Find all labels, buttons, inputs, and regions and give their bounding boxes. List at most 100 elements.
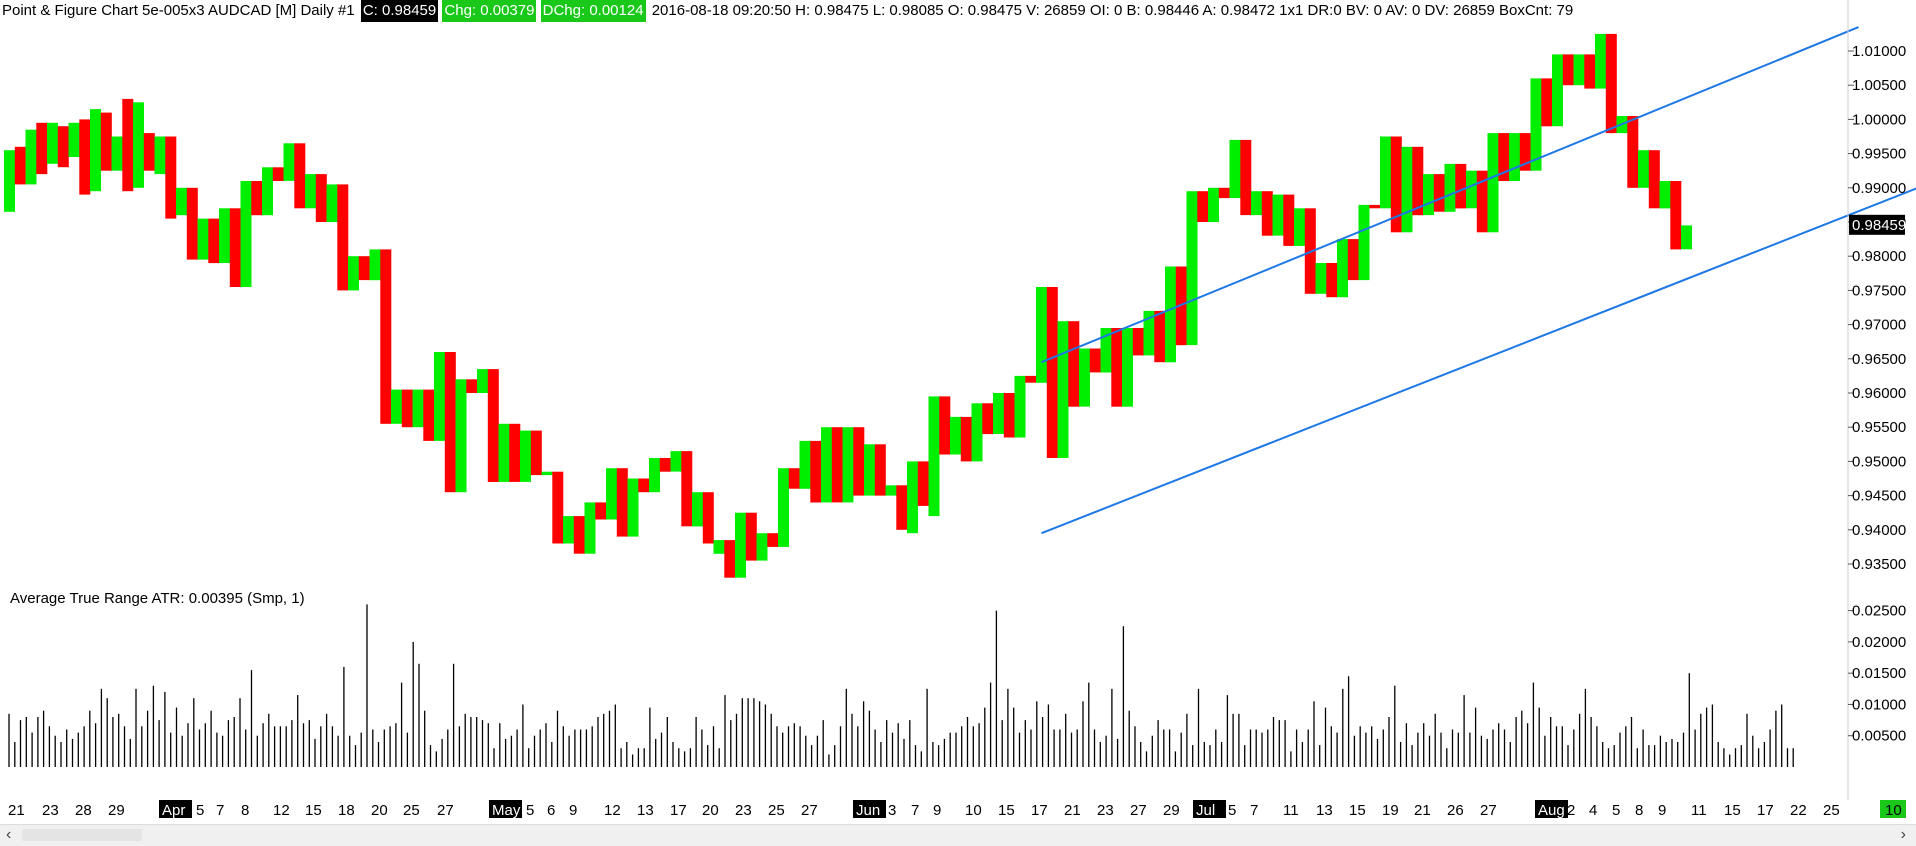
pnf-column-up	[69, 123, 80, 157]
date-label: 25	[403, 802, 420, 819]
pnf-column-down	[595, 502, 606, 519]
pnf-column-up	[155, 137, 166, 175]
date-label: 27	[1480, 802, 1497, 819]
pnf-column-up	[542, 472, 553, 475]
date-label: 10	[965, 802, 982, 819]
pnf-column-up	[327, 184, 338, 222]
pnf-column-up	[692, 492, 703, 526]
pnf-column-up	[1316, 263, 1327, 294]
pnf-column-up	[47, 123, 58, 164]
pnf-column-up	[1660, 181, 1671, 208]
pnf-columns	[4, 34, 1692, 578]
pnf-column-up	[907, 461, 918, 533]
today-label: 10	[1885, 802, 1902, 819]
date-label: 5	[526, 802, 534, 819]
price-tick-label: 0.95000	[1852, 453, 1906, 470]
date-label: 7	[911, 802, 919, 819]
current-price-label: 0.98459	[1852, 217, 1906, 234]
pnf-column-down	[1584, 54, 1595, 88]
price-tick-label: 0.95500	[1852, 419, 1906, 436]
date-label: 29	[1163, 802, 1180, 819]
pnf-column-up	[1251, 191, 1262, 215]
pnf-column-up	[1036, 287, 1047, 383]
date-label: 6	[547, 802, 555, 819]
price-tick-label: 0.94000	[1852, 522, 1906, 539]
pnf-column-down	[1111, 328, 1122, 407]
scroll-right-icon[interactable]: ›	[1901, 826, 1906, 844]
pnf-column-down	[208, 219, 219, 264]
horizontal-scrollbar[interactable]: ‹ ›	[0, 824, 1916, 846]
price-tick-label: 0.96000	[1852, 385, 1906, 402]
pnf-column-down	[1197, 191, 1208, 222]
pnf-column-up	[1552, 54, 1563, 126]
date-label: 28	[75, 802, 92, 819]
pnf-column-down	[746, 513, 757, 561]
date-label: 9	[933, 802, 941, 819]
pnf-column-up	[1402, 147, 1413, 233]
date-label: 22	[1790, 802, 1807, 819]
date-label: 12	[273, 802, 290, 819]
date-label: 21	[1064, 802, 1081, 819]
chart-canvas[interactable]: 1.010001.005001.000000.995000.990000.985…	[0, 0, 1916, 824]
scroll-thumb[interactable]	[22, 829, 142, 841]
date-label: 15	[1349, 802, 1366, 819]
pnf-column-up	[1488, 133, 1499, 232]
date-label: 15	[998, 802, 1015, 819]
pnf-column-down	[1219, 188, 1230, 198]
atr-tick-label: 0.02000	[1852, 634, 1906, 651]
price-tick-label: 0.94500	[1852, 488, 1906, 505]
pnf-column-down	[423, 390, 434, 441]
pnf-column-up	[1165, 267, 1176, 363]
price-tick-label: 1.00500	[1852, 77, 1906, 94]
pnf-column-down	[1326, 263, 1337, 297]
pnf-column-up	[1466, 171, 1477, 209]
price-tick-label: 0.99500	[1852, 146, 1906, 163]
pnf-column-up	[456, 379, 467, 492]
pnf-column-up	[735, 513, 746, 578]
month-label: May	[492, 802, 521, 819]
atr-bars	[9, 604, 1793, 767]
pnf-column-down	[337, 184, 348, 290]
pnf-column-up	[391, 390, 402, 424]
pnf-column-up	[972, 403, 983, 461]
pnf-column-down	[939, 396, 950, 454]
pnf-column-up	[671, 451, 682, 472]
date-label: 2	[1567, 802, 1575, 819]
pnf-column-down	[294, 143, 305, 208]
date-label: 5	[1228, 802, 1236, 819]
pnf-column-up	[1638, 150, 1649, 188]
pnf-column-up	[1122, 328, 1133, 407]
pnf-column-down	[918, 461, 929, 506]
pnf-column-up	[370, 249, 381, 280]
scroll-left-icon[interactable]: ‹	[6, 826, 11, 844]
pnf-column-up	[1187, 191, 1198, 345]
pnf-column-up	[649, 458, 660, 492]
date-label: 13	[1316, 802, 1333, 819]
pnf-column-down	[1369, 205, 1380, 208]
date-label: 4	[1589, 802, 1597, 819]
atr-tick-label: 0.01000	[1852, 696, 1906, 713]
pnf-column-down	[1025, 376, 1036, 383]
pnf-column-up	[284, 143, 295, 181]
date-label: 3	[888, 802, 896, 819]
price-tick-label: 1.00000	[1852, 111, 1906, 128]
pnf-column-down	[1240, 140, 1251, 215]
pnf-column-down	[380, 249, 391, 423]
pnf-column-down	[445, 352, 456, 492]
pnf-column-down	[1348, 239, 1359, 280]
trendline-1[interactable]	[1042, 27, 1859, 362]
date-label: 27	[437, 802, 454, 819]
pnf-column-up	[262, 167, 273, 215]
pnf-column-up	[993, 393, 1004, 434]
pnf-column-up	[1595, 34, 1606, 89]
pnf-column-up	[112, 137, 123, 171]
pnf-column-up	[1230, 140, 1241, 198]
pnf-column-down	[1154, 311, 1165, 362]
pnf-column-down	[122, 99, 133, 191]
pnf-column-down	[724, 540, 735, 578]
pnf-column-down	[251, 181, 262, 215]
date-label: 19	[1382, 802, 1399, 819]
pnf-column-down	[574, 516, 585, 554]
